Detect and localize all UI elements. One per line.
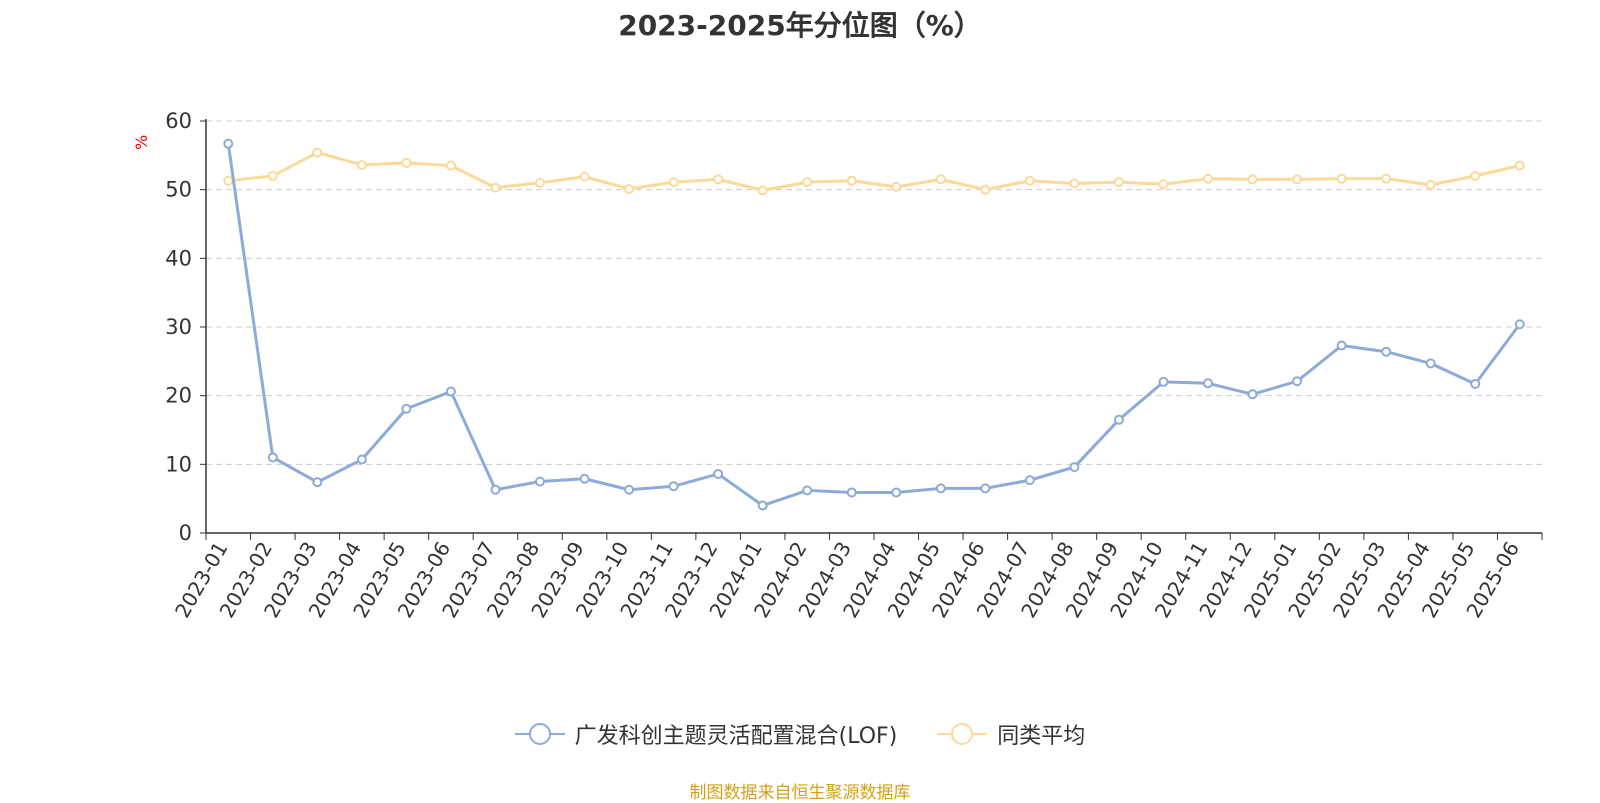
data-point (846, 175, 857, 186)
data-source-note: 制图数据来自恒生聚源数据库 (689, 783, 911, 803)
legend-label-fund: 广发科创主题灵活配置混合(LOF) (574, 724, 898, 749)
data-point (1292, 174, 1303, 185)
chart-title: 2023-2025年分位图（%） (618, 9, 982, 42)
data-point (1024, 475, 1035, 486)
data-point (980, 184, 991, 195)
series-line-1 (228, 151, 1521, 192)
data-point (1203, 378, 1213, 389)
legend-item-fund[interactable]: 广发科创主题灵活配置混合(LOF) (514, 718, 898, 750)
chart-legend: 广发科创主题灵活配置混合(LOF) 同类平均 (0, 718, 1600, 750)
data-point (1381, 173, 1392, 184)
data-point (802, 485, 813, 496)
data-point (1425, 358, 1436, 369)
data-point (668, 177, 679, 188)
data-point (1158, 179, 1169, 190)
legend-label-average: 同类平均 (997, 724, 1086, 749)
data-point (579, 473, 590, 484)
data-point (1514, 160, 1525, 171)
data-point (1425, 179, 1436, 190)
legend-item-average[interactable]: 同类平均 (937, 718, 1085, 750)
data-point (267, 452, 278, 463)
data-point (445, 160, 456, 171)
data-point (1113, 177, 1124, 188)
y-tick-label: 30 (165, 315, 192, 339)
y-tick-label: 40 (165, 246, 192, 270)
data-point (1247, 389, 1258, 400)
data-point (668, 481, 679, 492)
y-tick-label: 60 (165, 109, 192, 133)
data-point (1292, 376, 1303, 387)
data-point (1203, 173, 1213, 184)
data-point (624, 484, 635, 495)
series-line-0 (226, 143, 1521, 508)
data-point (1336, 340, 1347, 351)
y-tick-label: 10 (165, 452, 192, 476)
data-point (1514, 319, 1525, 330)
data-point (356, 454, 367, 465)
data-point (267, 170, 278, 181)
data-point (757, 185, 768, 196)
data-point (490, 484, 501, 495)
data-point (1470, 378, 1481, 389)
data-point (401, 157, 412, 168)
y-tick-label: 0 (179, 521, 192, 545)
data-point (935, 174, 946, 185)
data-point (579, 171, 590, 182)
data-point (535, 476, 545, 487)
data-point (1069, 462, 1080, 473)
data-point (401, 403, 412, 414)
data-point (713, 468, 724, 479)
data-point (757, 500, 768, 511)
data-point (846, 487, 857, 498)
data-point (445, 386, 456, 397)
data-point (1024, 175, 1035, 186)
data-point (802, 177, 813, 188)
data-point (1470, 170, 1481, 181)
data-point (1381, 346, 1392, 357)
legend-marker-fund-icon (514, 723, 565, 745)
data-point (1336, 173, 1347, 184)
data-point (223, 138, 234, 149)
data-point (1069, 178, 1080, 189)
data-point (535, 177, 545, 188)
y-axis-unit-label: % (132, 134, 151, 150)
data-point (713, 174, 724, 185)
data-point (935, 483, 946, 494)
data-point (223, 175, 234, 186)
y-tick-label: 20 (165, 384, 192, 408)
data-point (1158, 376, 1169, 387)
data-point (356, 159, 367, 170)
data-point (1113, 414, 1124, 425)
legend-marker-average-icon (937, 723, 988, 745)
data-point (312, 477, 323, 488)
data-point (891, 181, 902, 192)
data-point (980, 483, 991, 494)
data-point (624, 183, 635, 194)
data-point (490, 182, 501, 193)
data-point (1247, 174, 1258, 185)
data-point (891, 487, 902, 498)
data-point (312, 147, 323, 158)
y-tick-label: 50 (165, 178, 192, 202)
